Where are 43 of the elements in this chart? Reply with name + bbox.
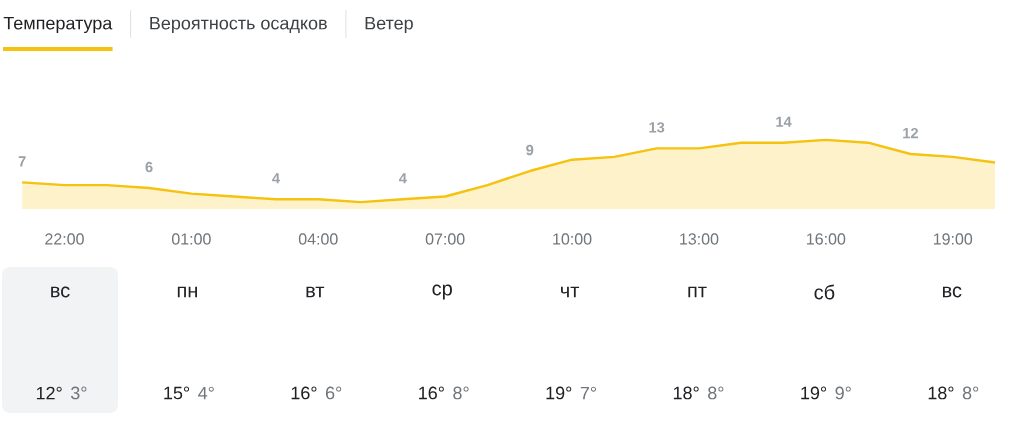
x-tick-label: 16:00 (807, 233, 846, 245)
data-label: 13 (649, 122, 665, 133)
x-tick-label: 19:00 (933, 233, 973, 245)
x-tick-label: 04:00 (298, 233, 338, 245)
text: 8° (453, 386, 469, 400)
text: 7° (580, 386, 597, 400)
text: 4° (198, 386, 214, 400)
text: 19° (546, 386, 572, 400)
text: 9° (835, 386, 851, 400)
text: Вероятность осадков (150, 16, 327, 34)
text: Ветер (365, 16, 413, 34)
category-label: вс (51, 286, 70, 298)
x-tick-label: 07:00 (425, 233, 465, 245)
text: 12° (36, 386, 62, 400)
data-label: 9 (526, 144, 534, 156)
data-label: 4 (399, 173, 407, 184)
category-label: ср (432, 284, 452, 300)
category-label: пн (177, 286, 197, 298)
text: 15° (164, 386, 190, 400)
x-tick-label: 13:00 (680, 233, 719, 245)
text: 16° (291, 386, 317, 400)
text: 8° (962, 386, 979, 400)
text: 6° (326, 386, 342, 400)
text: 3° (70, 386, 87, 400)
category-label: чт (561, 286, 580, 298)
text: 16° (419, 386, 444, 400)
x-tick-label: 01:00 (171, 233, 211, 245)
text: Температура (3, 16, 113, 34)
category-label: пт (688, 286, 707, 298)
text: 8° (708, 386, 724, 400)
category-label: сб (814, 284, 835, 300)
data-label: 7 (18, 156, 26, 167)
x-tick-label: 22:00 (45, 233, 84, 245)
category-label: вт (306, 286, 325, 298)
text: 18° (928, 386, 954, 400)
text: 19° (801, 386, 827, 400)
data-label: 12 (903, 127, 919, 139)
category-label: вс (942, 286, 962, 298)
data-label: 4 (272, 173, 280, 184)
data-label: 6 (145, 161, 153, 173)
text: 18° (673, 386, 699, 400)
x-tick-label: 10:00 (553, 233, 592, 245)
data-label: 14 (776, 116, 792, 127)
